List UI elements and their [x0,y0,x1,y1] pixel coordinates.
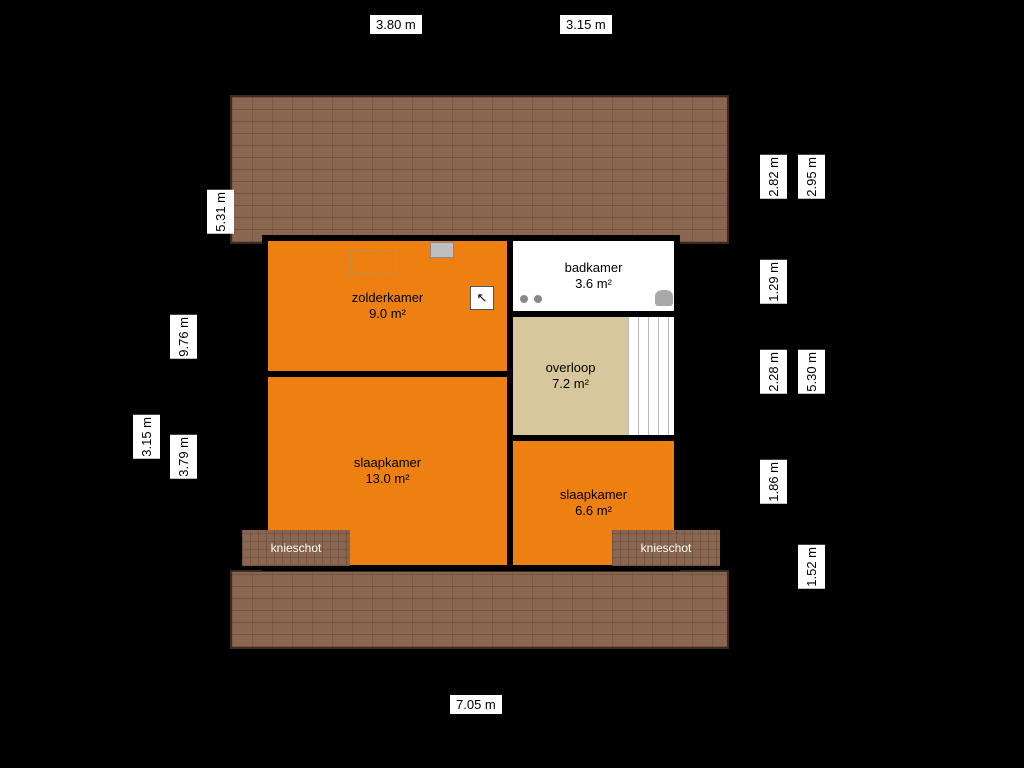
hatch-icon [350,250,396,274]
knieschot-l-name: knieschot [271,541,322,556]
sink-icon-2 [534,295,542,303]
dim-top-1: 3.80 m [370,15,422,34]
slaapkamer-r-area: 6.6 m² [575,503,612,519]
slaapkamer-l-name: slaapkamer [354,455,421,471]
knieschot-r-name: knieschot [641,541,692,556]
zolderkamer-area: 9.0 m² [369,306,406,322]
floorplan-canvas: zolderkamer 9.0 m² badkamer 3.6 m² overl… [0,0,1024,768]
room-knieschot-right: knieschot [612,530,720,566]
badkamer-area: 3.6 m² [575,276,612,292]
slaapkamer-r-name: slaapkamer [560,487,627,503]
dim-left-3: 3.15 m [133,415,160,459]
boiler-icon [430,242,454,258]
dim-left-1: 5.31 m [207,190,234,234]
wall-bad-overloop [513,311,674,317]
dim-right-7: 1.52 m [798,545,825,589]
dim-right-2: 2.95 m [798,155,825,199]
dim-right-4: 2.28 m [760,350,787,394]
roof-top [230,95,729,244]
overloop-name: overloop [546,360,596,376]
slaapkamer-l-area: 13.0 m² [365,471,409,487]
wall-overloop-slaap [513,435,674,441]
room-knieschot-left: knieschot [242,530,350,566]
sink-icon-1 [520,295,528,303]
dim-right-3: 1.29 m [760,260,787,304]
dim-bottom-1: 7.05 m [450,695,502,714]
dim-right-6: 1.86 m [760,460,787,504]
dim-left-2: 9.76 m [170,315,197,359]
dim-left-4: 3.79 m [170,435,197,479]
dim-top-2: 3.15 m [560,15,612,34]
overloop-area: 7.2 m² [552,376,589,392]
dim-right-5: 5.30 m [798,350,825,394]
wall-mid-zolder [268,371,507,377]
roof-bottom [230,570,729,649]
toilet-icon [655,290,673,306]
wall-mid-vert [507,241,513,565]
wall-right [674,235,680,571]
room-overloop: overloop 7.2 m² [513,317,628,435]
dim-right-1: 2.82 m [760,155,787,199]
direction-icon: ↖ [470,286,494,310]
zolderkamer-name: zolderkamer [352,290,424,306]
stairs [628,317,674,435]
badkamer-name: badkamer [565,260,623,276]
